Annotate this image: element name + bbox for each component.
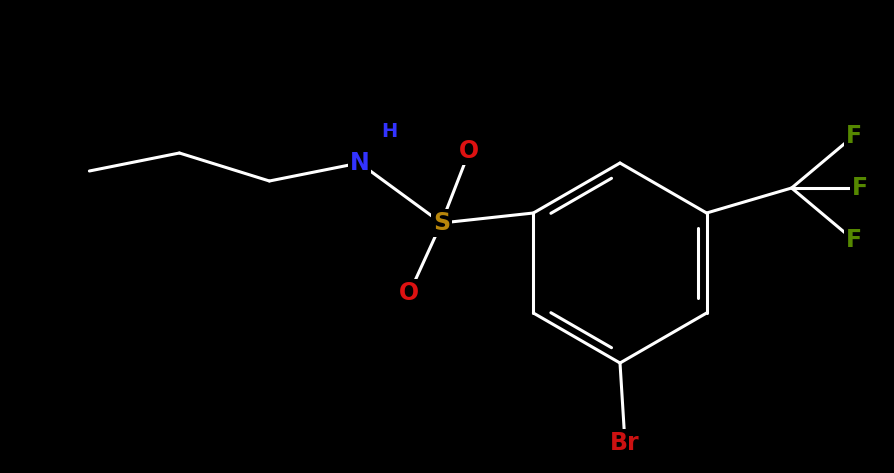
Text: O: O xyxy=(399,281,419,305)
Text: N: N xyxy=(350,151,369,175)
Text: Br: Br xyxy=(610,431,639,455)
Text: F: F xyxy=(845,124,861,148)
Text: H: H xyxy=(381,122,397,140)
Text: O: O xyxy=(459,139,479,163)
Text: S: S xyxy=(433,211,450,235)
Text: F: F xyxy=(850,176,866,200)
Text: F: F xyxy=(845,228,861,252)
